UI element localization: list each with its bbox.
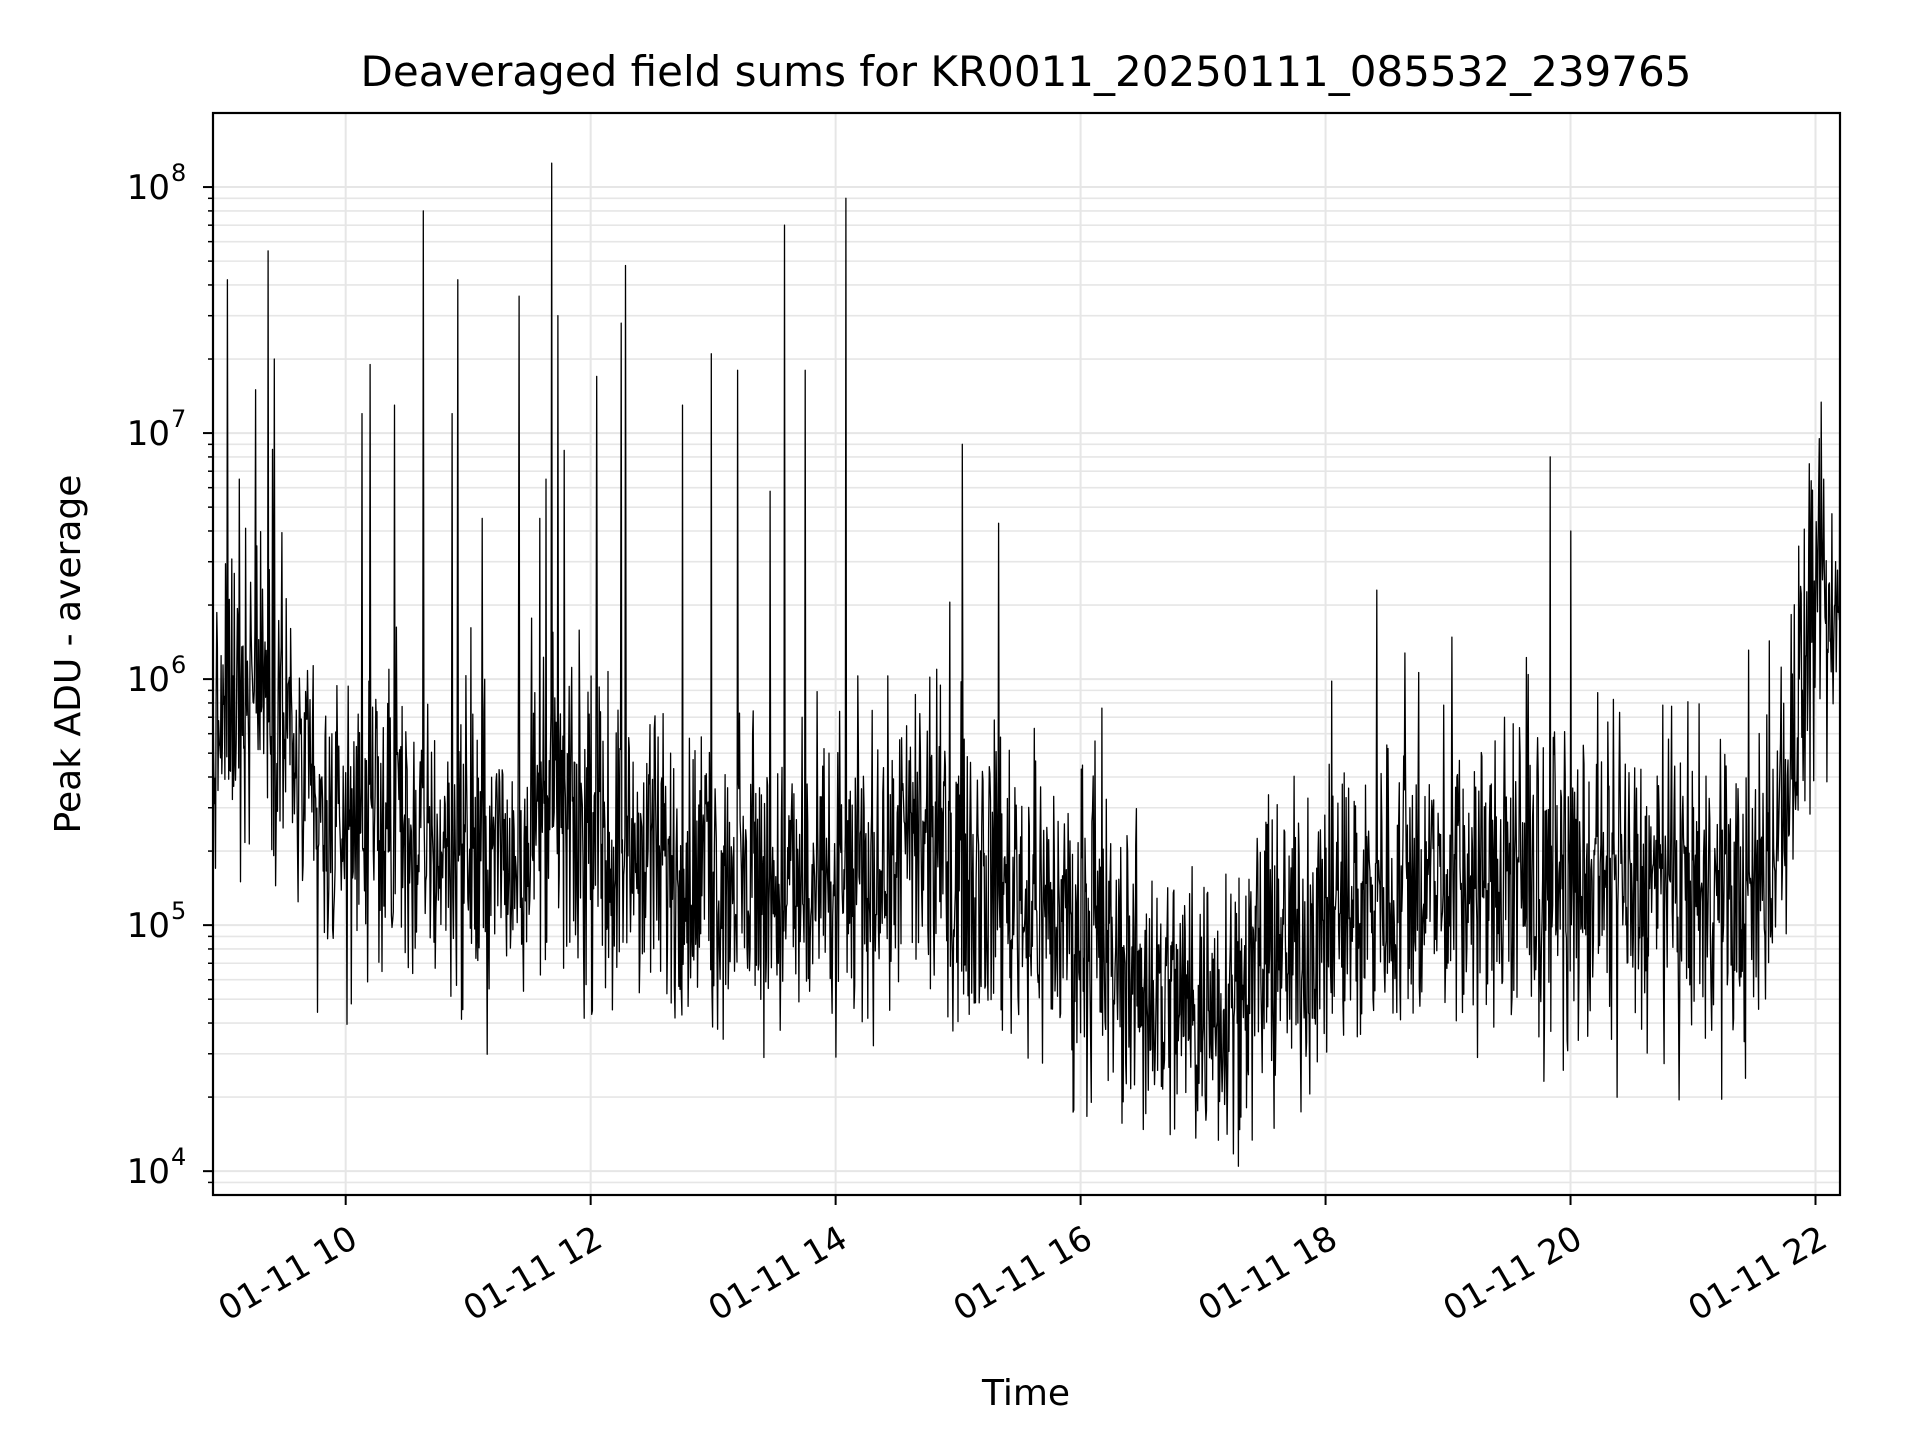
y-tick-exponent: 4 <box>171 1143 186 1171</box>
y-tick-exponent: 6 <box>171 651 186 679</box>
y-axis-label: Peak ADU - average <box>48 475 89 834</box>
x-axis-label: Time <box>981 1373 1070 1414</box>
y-tick-label: 10 <box>127 1152 170 1192</box>
plot-frame <box>211 111 1842 1197</box>
y-tick-label: 10 <box>127 414 170 454</box>
y-tick-label: 10 <box>127 906 170 946</box>
y-tick-exponent: 8 <box>171 159 186 187</box>
y-tick-label: 10 <box>127 660 170 700</box>
chart-title: Deaveraged field sums for KR0011_2025011… <box>361 47 1692 96</box>
data-series <box>213 162 1840 1167</box>
series-line <box>213 162 1840 1167</box>
y-tick-label: 10 <box>127 168 170 208</box>
y-tick-exponent: 5 <box>171 897 186 925</box>
y-tick-exponent: 7 <box>171 405 186 433</box>
